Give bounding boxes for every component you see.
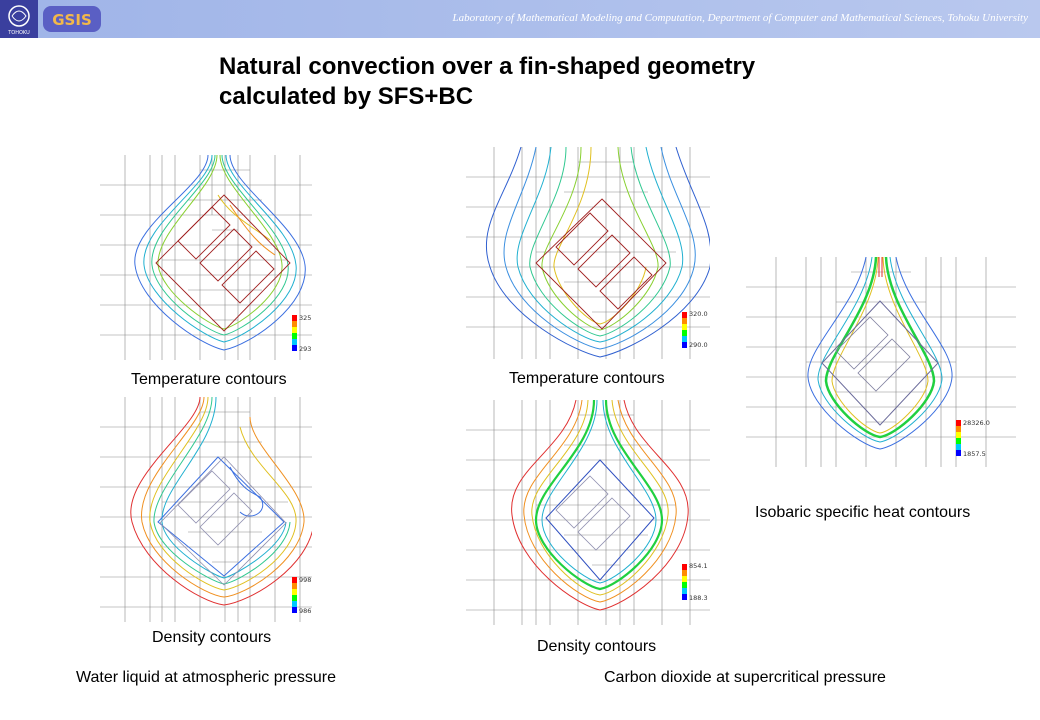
legend-min: 986.97 <box>299 607 312 615</box>
co2-specific-heat-caption: Isobaric specific heat contours <box>755 504 971 521</box>
co2-density-caption: Density contours <box>537 638 657 655</box>
mesh-grid <box>466 147 710 359</box>
legend-max: 998.04 <box>299 576 312 584</box>
legend-max: 320.0 <box>689 310 708 318</box>
title-line-2: calculated by SFS+BC <box>219 83 474 110</box>
header-bar: TOHOKU GSIS Laboratory of Mathematical M… <box>0 0 1040 38</box>
color-legend: 28326.0 1857.5 <box>956 419 990 458</box>
density-contours <box>130 397 312 606</box>
gsis-logo: GSIS <box>43 6 101 32</box>
page-title: Natural convection over a fin-shaped geo… <box>219 52 755 112</box>
isotherm-contours <box>134 155 306 351</box>
water-density-plot: 998.04 986.97 <box>100 397 312 622</box>
legend-max: 325.50 <box>299 314 312 322</box>
isotherm-contours <box>485 147 710 358</box>
fin-wall <box>835 316 911 392</box>
water-group-label: Water liquid at atmospheric pressure <box>76 669 336 686</box>
legend-max: 854.1 <box>689 562 708 570</box>
water-density-caption: Density contours <box>152 629 272 646</box>
color-legend: 854.1 188.3 <box>682 562 708 602</box>
color-legend: 320.0 290.0 <box>682 310 708 349</box>
legend-min: 293.15 <box>299 345 312 353</box>
title-line-1: Natural convection over a fin-shaped geo… <box>219 53 756 80</box>
fin-wall <box>159 456 287 586</box>
fin-wall <box>555 475 631 551</box>
water-temperature-plot: 325.50 293.15 <box>100 155 312 360</box>
density-contours <box>511 400 689 611</box>
co2-density-plot: 854.1 188.3 <box>466 400 710 625</box>
co2-group-label: Carbon dioxide at supercritical pressure <box>604 669 886 686</box>
affiliation-text: Laboratory of Mathematical Modeling and … <box>452 12 1028 24</box>
fin-wall <box>155 194 291 332</box>
co2-temperature-caption: Temperature contours <box>509 370 665 387</box>
water-temperature-caption: Temperature contours <box>131 371 287 388</box>
co2-specific-heat-plot: 28326.0 1857.5 <box>746 257 1016 467</box>
mesh-grid <box>100 397 312 622</box>
fin-wall <box>535 198 667 330</box>
mesh-grid <box>466 400 710 625</box>
tohoku-logo: TOHOKU <box>0 0 38 38</box>
color-legend: 325.50 293.15 <box>292 314 312 353</box>
legend-min: 1857.5 <box>963 450 986 458</box>
cp-contours <box>807 257 953 450</box>
tohoku-logo-text: TOHOKU <box>7 30 30 36</box>
mesh-grid <box>746 257 1016 467</box>
gsis-logo-text: GSIS <box>52 11 92 29</box>
legend-max: 28326.0 <box>963 419 990 427</box>
legend-min: 188.3 <box>689 594 708 602</box>
co2-temperature-plot: 320.0 290.0 <box>466 147 710 359</box>
color-legend: 998.04 986.97 <box>292 576 312 615</box>
legend-min: 290.0 <box>689 341 708 349</box>
